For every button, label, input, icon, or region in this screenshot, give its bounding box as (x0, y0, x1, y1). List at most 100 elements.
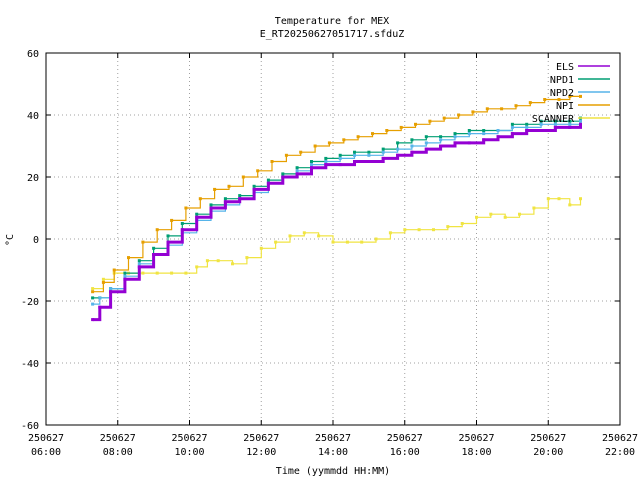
x-tick-time: 06:00 (31, 447, 61, 458)
data-point-els (510, 132, 514, 136)
data-point-npd1 (195, 212, 199, 216)
data-point-npd1 (338, 153, 342, 157)
data-point-scanner (288, 234, 292, 238)
data-point-scanner (557, 197, 561, 201)
data-point-npd1 (439, 135, 443, 139)
data-point-scanner (170, 271, 174, 275)
data-point-npi (500, 107, 504, 111)
data-point-npd2 (367, 153, 371, 157)
y-tick-label: -40 (21, 359, 39, 370)
data-point-npd2 (496, 129, 500, 132)
axis-layer: 250627 06:00 250627 08:00 250627 10:00 250627 1… (21, 49, 638, 458)
data-point-scanner (403, 228, 407, 232)
data-point-scanner (184, 271, 188, 275)
data-point-scanner (216, 259, 220, 263)
data-point-els (453, 141, 457, 145)
y-tick-label: 0 (33, 235, 39, 246)
data-point-npd2 (353, 153, 356, 157)
data-point-npi (327, 141, 331, 145)
y-tick-label: -20 (21, 297, 39, 308)
x-tick-date: 250627 (28, 433, 64, 444)
data-point-scanner (259, 246, 263, 250)
data-point-npi (256, 169, 260, 173)
data-point-npi (213, 187, 217, 191)
data-point-npi (385, 129, 389, 132)
data-point-els (109, 290, 113, 294)
data-point-els (98, 305, 102, 309)
legend-label-npd1: NPD1 (550, 75, 574, 86)
data-point-npi (299, 150, 303, 154)
data-point-npd2 (91, 302, 95, 306)
data-point-scanner (579, 197, 582, 201)
data-point-npd1 (324, 156, 328, 160)
data-point-npd2 (439, 138, 443, 142)
y-axis-label: °C (5, 234, 16, 246)
x-tick-date: 250627 (315, 433, 351, 444)
data-point-els (180, 228, 184, 232)
data-point-scanner (460, 222, 464, 225)
x-tick-time: 18:00 (461, 447, 491, 458)
x-tick-date: 250627 (530, 433, 566, 444)
legend: ELS NPD1 NPD2 NPI SCANNER (532, 62, 610, 125)
data-point-npi (270, 160, 274, 163)
data-point-els (525, 129, 529, 132)
x-tick-time: 22:00 (605, 447, 635, 458)
data-point-npi (428, 119, 432, 123)
data-point-npi (155, 228, 159, 232)
data-point-npi (442, 116, 446, 120)
y-tick-label: 40 (27, 111, 39, 122)
data-point-els (353, 160, 356, 163)
data-point-scanner (489, 212, 493, 216)
legend-label-els: ELS (556, 62, 574, 73)
data-point-npi (342, 138, 346, 142)
data-point-els (424, 147, 428, 151)
data-point-scanner (274, 240, 278, 244)
data-point-npd2 (310, 163, 313, 167)
data-point-npd1 (166, 234, 170, 238)
data-point-scanner (231, 262, 234, 266)
data-point-npd1 (510, 122, 514, 126)
data-point-els (152, 253, 156, 256)
data-point-scanner (91, 287, 95, 291)
data-point-els (137, 265, 141, 269)
data-point-scanner (388, 231, 392, 235)
data-point-scanner (374, 237, 378, 241)
data-point-npi (141, 240, 145, 244)
series-line-scanner (92, 198, 582, 290)
data-point-npi (91, 290, 95, 294)
data-point-npi (399, 125, 403, 129)
data-point-npi (514, 104, 518, 108)
data-point-els (223, 200, 227, 204)
data-point-npd1 (310, 160, 313, 163)
data-point-els (539, 129, 543, 132)
data-point-els (91, 318, 95, 322)
data-point-npd1 (467, 129, 471, 132)
data-point-npd1 (424, 135, 428, 139)
data-point-scanner (141, 271, 145, 275)
data-point-npd1 (353, 150, 356, 154)
data-point-npd1 (123, 271, 127, 275)
data-point-els (496, 135, 500, 139)
data-point-npi (485, 107, 489, 111)
data-point-npd2 (453, 135, 457, 139)
data-point-npd2 (324, 160, 328, 163)
data-point-npd2 (482, 132, 486, 136)
data-point-npi (170, 218, 174, 222)
data-point-scanner (317, 234, 321, 238)
data-point-npd1 (137, 259, 141, 263)
data-point-els (553, 125, 557, 129)
data-point-els (123, 277, 127, 281)
data-point-els (166, 240, 170, 244)
data-point-els (396, 153, 400, 157)
data-point-npi (528, 101, 532, 105)
data-point-npd1 (238, 194, 242, 198)
data-point-npd1 (396, 141, 400, 145)
data-point-npd1 (209, 203, 213, 207)
data-point-els (281, 175, 285, 179)
data-point-scanner (417, 228, 421, 232)
data-point-scanner (345, 240, 349, 244)
data-point-els (338, 163, 342, 167)
data-point-els (467, 141, 471, 145)
